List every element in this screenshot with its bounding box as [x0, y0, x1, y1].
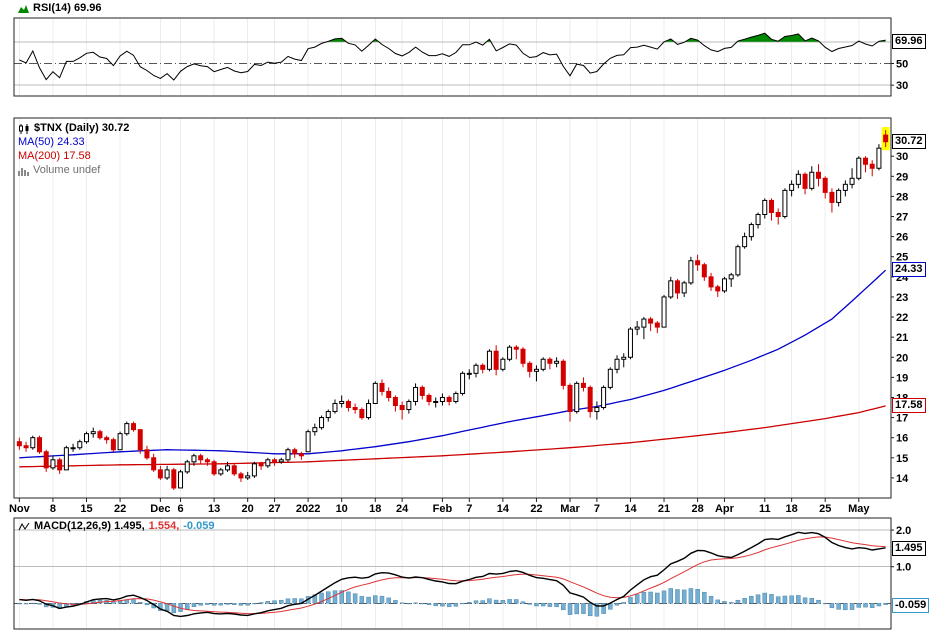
volume-legend-label: Volume undef	[33, 164, 101, 176]
svg-text:Dec: Dec	[150, 503, 170, 515]
candlestick-icon	[19, 123, 29, 134]
svg-text:23: 23	[896, 292, 908, 304]
svg-text:22: 22	[114, 503, 126, 515]
macd-hist-value: -0.059	[183, 520, 215, 532]
gridlines	[18, 18, 860, 629]
svg-text:6: 6	[177, 503, 183, 515]
macd-icon	[18, 522, 30, 531]
svg-text:50: 50	[896, 59, 908, 71]
svg-text:7: 7	[466, 503, 472, 515]
ma200-legend: MA(200) 17.58	[18, 150, 91, 163]
svg-text:28: 28	[691, 503, 703, 515]
svg-text:2022: 2022	[296, 503, 320, 515]
svg-text:27: 27	[896, 212, 908, 224]
ma50-value-box: 24.33	[892, 262, 926, 278]
svg-text:18: 18	[369, 503, 381, 515]
price-panel	[16, 127, 890, 490]
svg-text:20: 20	[896, 352, 908, 364]
rsi-panel	[14, 32, 891, 86]
svg-text:30: 30	[896, 80, 908, 92]
svg-text:13: 13	[208, 503, 220, 515]
svg-text:18: 18	[786, 503, 798, 515]
macd-signal-value: 1.554,	[148, 520, 180, 532]
svg-text:Mar: Mar	[560, 503, 580, 515]
svg-text:25: 25	[819, 503, 831, 515]
macd-legend: MACD(12,26,9) 1.495, 1.554, -0.059	[18, 520, 214, 533]
svg-text:20: 20	[242, 503, 254, 515]
axis-labels: 30 29 28 27 26 25 24 23 22 21 20 19 18 17 16 15 14 50 30 2.…	[9, 59, 911, 574]
panel-frames	[13, 17, 892, 630]
svg-text:15: 15	[896, 453, 908, 465]
svg-text:17: 17	[896, 413, 908, 425]
macd-panel	[14, 529, 891, 618]
svg-text:19: 19	[896, 372, 908, 384]
symbol-title-label: $TNX (Daily) 30.72	[34, 122, 130, 134]
svg-text:14: 14	[624, 503, 637, 515]
rsi-value-box: 69.96	[892, 33, 926, 49]
svg-text:21: 21	[658, 503, 670, 515]
svg-text:15: 15	[80, 503, 92, 515]
svg-text:10: 10	[336, 503, 348, 515]
ma50-legend: MA(50) 24.33	[18, 136, 85, 149]
rsi-legend-label: RSI(14) 69.96	[33, 2, 102, 14]
ma200-legend-label: MA(200) 17.58	[18, 150, 91, 162]
svg-text:Apr: Apr	[715, 503, 735, 515]
rsi-icon	[18, 5, 29, 13]
svg-text:1.0: 1.0	[896, 562, 911, 574]
svg-text:11: 11	[759, 503, 771, 515]
svg-text:26: 26	[896, 232, 908, 244]
svg-text:8: 8	[50, 503, 56, 515]
svg-text:27: 27	[268, 503, 280, 515]
volume-legend: Volume undef	[18, 164, 100, 177]
macd-legend-label: MACD(12,26,9) 1.495,	[34, 520, 145, 532]
svg-text:25: 25	[896, 252, 908, 264]
svg-text:21: 21	[896, 332, 908, 344]
ma50-legend-label: MA(50) 24.33	[18, 136, 85, 148]
svg-text:Feb: Feb	[433, 503, 453, 515]
volume-icon	[18, 168, 29, 176]
svg-text:29: 29	[896, 171, 908, 183]
ma200-value-box: 17.58	[892, 397, 926, 413]
macd-value-box: 1.495	[892, 540, 926, 556]
rsi-legend: RSI(14) 69.96	[18, 2, 101, 15]
macd-hist-value-box: -0.059	[892, 597, 930, 613]
svg-text:30: 30	[896, 151, 908, 163]
svg-text:Nov: Nov	[9, 503, 31, 515]
svg-text:7: 7	[594, 503, 600, 515]
svg-text:14: 14	[497, 503, 510, 515]
svg-text:28: 28	[896, 191, 908, 203]
price-value-box: 30.72	[892, 133, 926, 149]
svg-text:24: 24	[396, 503, 409, 515]
price-legend-title: $TNX (Daily) 30.72	[18, 122, 129, 135]
svg-text:May: May	[848, 503, 870, 515]
svg-text:22: 22	[896, 312, 908, 324]
svg-text:2.0: 2.0	[896, 525, 911, 537]
svg-text:14: 14	[896, 473, 909, 485]
svg-text:16: 16	[896, 433, 908, 445]
svg-text:22: 22	[530, 503, 542, 515]
